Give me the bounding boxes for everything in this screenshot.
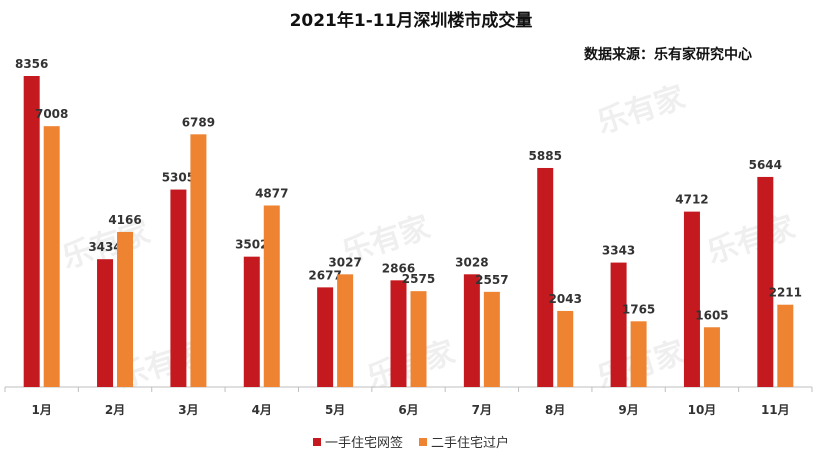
data-label: 3343	[602, 244, 635, 258]
data-label: 5305	[162, 171, 195, 185]
x-tick-label: 3月	[178, 403, 198, 417]
legend-label-series-1: 一手住宅网签	[324, 436, 403, 451]
bar-series-2	[263, 205, 280, 387]
data-label: 4166	[108, 213, 141, 227]
x-tick-label: 10月	[688, 403, 717, 417]
legend-swatch-series-1	[312, 437, 321, 446]
x-tick-label: 7月	[472, 403, 492, 417]
data-label: 2575	[402, 272, 435, 286]
bar-series-1	[757, 176, 774, 387]
x-tick-label: 5月	[325, 403, 345, 417]
bar-series-1	[683, 211, 700, 387]
bar-series-1	[463, 274, 480, 387]
data-label: 1605	[695, 308, 728, 322]
data-label: 6789	[182, 115, 215, 129]
bar-series-2	[43, 126, 60, 387]
x-tick-label: 11月	[761, 403, 790, 417]
data-label: 2557	[475, 273, 508, 287]
data-label: 8356	[15, 57, 48, 71]
legend-item-series-2: 二手住宅过户	[419, 432, 509, 451]
data-label: 7008	[35, 107, 68, 121]
bar-series-1	[390, 280, 407, 387]
data-label: 3027	[328, 255, 361, 269]
chart-title: 2021年1-11月深圳楼市成交量	[289, 11, 533, 31]
bar-series-1	[97, 259, 114, 387]
data-label: 3434	[88, 240, 121, 254]
bar-series-1	[317, 287, 334, 387]
data-label: 5644	[749, 158, 782, 172]
x-tick-label: 9月	[618, 403, 638, 417]
bar-series-2	[703, 327, 720, 387]
data-label: 4712	[675, 193, 708, 207]
data-label: 1765	[622, 302, 655, 316]
bar-series-2	[410, 291, 427, 387]
data-label: 2043	[549, 292, 582, 306]
data-label: 2211	[769, 286, 802, 300]
x-tick-label: 4月	[252, 403, 272, 417]
x-tick-label: 8月	[545, 403, 565, 417]
bar-series-2	[337, 274, 354, 387]
bar-series-1	[23, 76, 40, 387]
bar-series-1	[170, 189, 187, 387]
bar-series-1	[610, 262, 627, 387]
legend-label-series-2: 二手住宅过户	[431, 436, 510, 451]
bar-series-2	[630, 321, 647, 387]
bar-series-2	[190, 134, 207, 387]
legend-item-series-1: 一手住宅网签	[312, 432, 403, 451]
bar-series-2	[117, 231, 134, 387]
data-source-note: 数据来源：乐有家研究中心	[584, 47, 752, 63]
data-label: 3028	[455, 255, 488, 269]
legend-swatch-series-2	[419, 437, 427, 446]
data-label: 2677	[308, 268, 341, 282]
data-label: 2866	[382, 261, 415, 275]
bar-series-1	[243, 256, 260, 387]
bar-series-2	[557, 310, 574, 387]
legend: 一手住宅网签 二手住宅过户	[0, 432, 822, 451]
data-label: 3502	[235, 238, 268, 252]
data-label: 5885	[529, 149, 562, 163]
bar-series-1	[537, 167, 554, 387]
x-tick-label: 1月	[32, 403, 52, 417]
bar-series-2	[483, 291, 500, 387]
data-label: 4877	[255, 186, 288, 200]
x-tick-label: 2月	[105, 403, 125, 417]
bar-series-2	[777, 304, 794, 387]
x-tick-label: 6月	[398, 403, 418, 417]
